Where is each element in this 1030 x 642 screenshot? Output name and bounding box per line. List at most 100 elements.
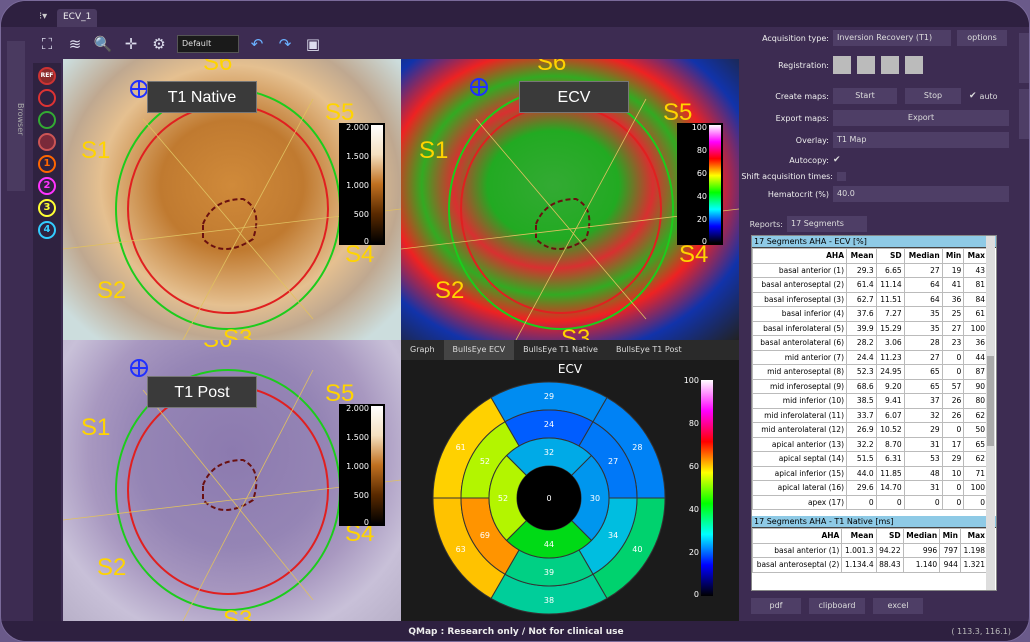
pan-icon[interactable]: ✛ bbox=[124, 35, 138, 53]
basal-value: 61 bbox=[456, 443, 466, 452]
roi-4-icon[interactable]: 4 bbox=[38, 221, 56, 239]
table-cell: 36 bbox=[941, 291, 965, 307]
options-button[interactable]: options bbox=[957, 30, 1007, 46]
zoom-icon[interactable]: 🔍 bbox=[93, 35, 113, 53]
status-bar: QMap : Research only / Not for clinical … bbox=[1, 621, 1029, 641]
table-cell: 19 bbox=[941, 262, 965, 278]
side-tab[interactable] bbox=[1019, 89, 1029, 139]
segment-label: S5 bbox=[663, 99, 693, 126]
side-tab[interactable] bbox=[1019, 33, 1029, 83]
table-cell: 0 bbox=[941, 364, 965, 380]
table-cell: 23 bbox=[941, 335, 965, 351]
table-cell: 0 bbox=[941, 349, 965, 365]
registration-label: Registration: bbox=[778, 60, 829, 70]
table-cell: 52.3 bbox=[846, 364, 877, 380]
stop-button[interactable]: Stop bbox=[905, 88, 961, 104]
reports-select[interactable]: 17 Segments AHA bbox=[787, 216, 867, 244]
colorbar-tick: 0 bbox=[363, 237, 369, 246]
table-cell: 50 bbox=[963, 422, 988, 438]
camera-icon[interactable]: ▣ bbox=[305, 35, 321, 53]
segment-label: S1 bbox=[81, 414, 111, 441]
scrollbar-thumb[interactable] bbox=[987, 356, 994, 446]
menu-icon[interactable]: ⁝▾ bbox=[39, 11, 48, 22]
top-bar: ⁝▾ ECV_1 bbox=[1, 1, 1029, 27]
clipboard-button[interactable]: clipboard bbox=[809, 598, 865, 614]
column-header: Max bbox=[959, 528, 989, 544]
table-cell: apical septal (14) bbox=[752, 451, 848, 467]
tab-bullseye-t1-native[interactable]: BullsEye T1 Native bbox=[523, 345, 598, 354]
toolbar: ⛶ ≋ 🔍 ✛ ⚙ Default ↶ ↷ ▣ bbox=[31, 29, 737, 59]
roi-3-icon[interactable]: 3 bbox=[38, 199, 56, 217]
acquisition-type-select[interactable]: Inversion Recovery (T1) bbox=[833, 30, 951, 46]
ecv-viewport[interactable]: ECV S6 S5 S1 S4 S2 S3 100 80 60 40 20 0 bbox=[401, 59, 739, 340]
table-cell: 29 bbox=[903, 422, 943, 438]
roi-1-icon[interactable]: 1 bbox=[38, 155, 56, 173]
table-cell: 17 bbox=[941, 436, 965, 452]
segment-label: S3 bbox=[561, 325, 591, 340]
table-cell: 62 bbox=[963, 451, 988, 467]
apical-value: 52 bbox=[498, 494, 508, 503]
browser-tab[interactable]: Browser bbox=[7, 41, 25, 191]
start-button[interactable]: Start bbox=[833, 88, 897, 104]
excel-button[interactable]: excel bbox=[873, 598, 923, 614]
ref-tool-icon[interactable]: REF bbox=[38, 67, 56, 85]
overlay-select[interactable]: T1 Map bbox=[833, 132, 1009, 148]
ecv-table: AHA Mean SD Median Min Max basal anterior (1) 2… bbox=[752, 248, 988, 510]
report-scrollbar[interactable] bbox=[986, 236, 995, 590]
auto-checkbox[interactable]: ✔ bbox=[969, 91, 977, 101]
export-button[interactable]: Export bbox=[833, 110, 1009, 126]
t1-post-viewport[interactable]: T1 Post S6 S5 S1 S4 S2 S3 2.000 1.500 1.… bbox=[63, 340, 401, 621]
preset-select[interactable]: Default bbox=[177, 35, 239, 53]
table-row: mid inferoseptal (9) 68.6 9.20 65 57 90 bbox=[752, 378, 988, 394]
registration-group-icon[interactable] bbox=[905, 56, 923, 74]
table-cell: apical inferior (15) bbox=[752, 465, 848, 481]
table-cell: 0 bbox=[846, 494, 877, 510]
autocopy-checkbox[interactable]: ✔ bbox=[833, 155, 841, 165]
registration-affine-icon[interactable] bbox=[857, 56, 875, 74]
viewport-label: T1 Native bbox=[147, 81, 257, 113]
apex-segment[interactable] bbox=[517, 466, 581, 530]
table-row: apical lateral (16) 29.6 14.70 31 0 100 bbox=[752, 480, 988, 496]
blood-pool-icon[interactable] bbox=[38, 133, 56, 151]
segment-label: S6 bbox=[537, 59, 567, 76]
column-header: AHA bbox=[752, 528, 843, 544]
colorbar-tick: 40 bbox=[688, 505, 699, 514]
mid-value: 39 bbox=[544, 568, 554, 577]
layers-icon[interactable]: ≋ bbox=[68, 35, 82, 53]
hematocrit-input[interactable]: 40.0 bbox=[833, 186, 1009, 202]
tab-graph[interactable]: Graph bbox=[410, 345, 435, 354]
column-header: AHA bbox=[752, 248, 848, 264]
t1-native-viewport[interactable]: T1 Native S6 S5 S1 S4 S2 S3 2.000 1.500 … bbox=[63, 59, 401, 340]
settings-icon[interactable]: ⚙ bbox=[152, 35, 166, 53]
basal-value: 38 bbox=[544, 596, 554, 605]
table-cell: basal inferolateral (5) bbox=[752, 320, 848, 336]
segment-label: S1 bbox=[419, 137, 449, 164]
undo-icon[interactable]: ↶ bbox=[250, 35, 264, 53]
epicardium-circle-icon[interactable] bbox=[38, 89, 56, 107]
reports-label: Reports: bbox=[749, 219, 783, 229]
colorbar-tick: 500 bbox=[353, 491, 369, 500]
table-cell: 26.9 bbox=[846, 422, 877, 438]
table-row: apical septal (14) 51.5 6.31 53 29 62 bbox=[752, 451, 988, 467]
table-cell: 24.4 bbox=[846, 349, 877, 365]
table-cell: 39.9 bbox=[846, 320, 877, 336]
pdf-button[interactable]: pdf bbox=[751, 598, 801, 614]
tab-bullseye-t1-post[interactable]: BullsEye T1 Post bbox=[615, 345, 682, 354]
roi-2-icon[interactable]: 2 bbox=[38, 177, 56, 195]
tab-bullseye-ecv[interactable]: BullsEye ECV bbox=[443, 340, 515, 360]
table-row: basal anteroseptal (2) 1.134.4 88.43 1.140 9… bbox=[752, 557, 989, 573]
tab-ecv[interactable]: ECV_1 bbox=[57, 9, 97, 27]
table-cell: 29.3 bbox=[846, 262, 877, 278]
report-table[interactable]: 17 Segments AHA - ECV [%] AHA Mean SD Media… bbox=[751, 235, 997, 591]
column-header: SD bbox=[875, 248, 905, 264]
endocardium-circle-icon[interactable] bbox=[38, 111, 56, 129]
colorbar-tick: 20 bbox=[688, 548, 699, 557]
column-header: Min bbox=[941, 248, 965, 264]
registration-elastic-icon[interactable] bbox=[881, 56, 899, 74]
table-cell: 1.198 bbox=[959, 542, 989, 558]
redo-icon[interactable]: ↷ bbox=[278, 35, 292, 53]
shift-times-checkbox[interactable] bbox=[837, 171, 846, 181]
registration-rigid-icon[interactable] bbox=[833, 56, 851, 74]
fit-icon[interactable]: ⛶ bbox=[41, 35, 53, 53]
